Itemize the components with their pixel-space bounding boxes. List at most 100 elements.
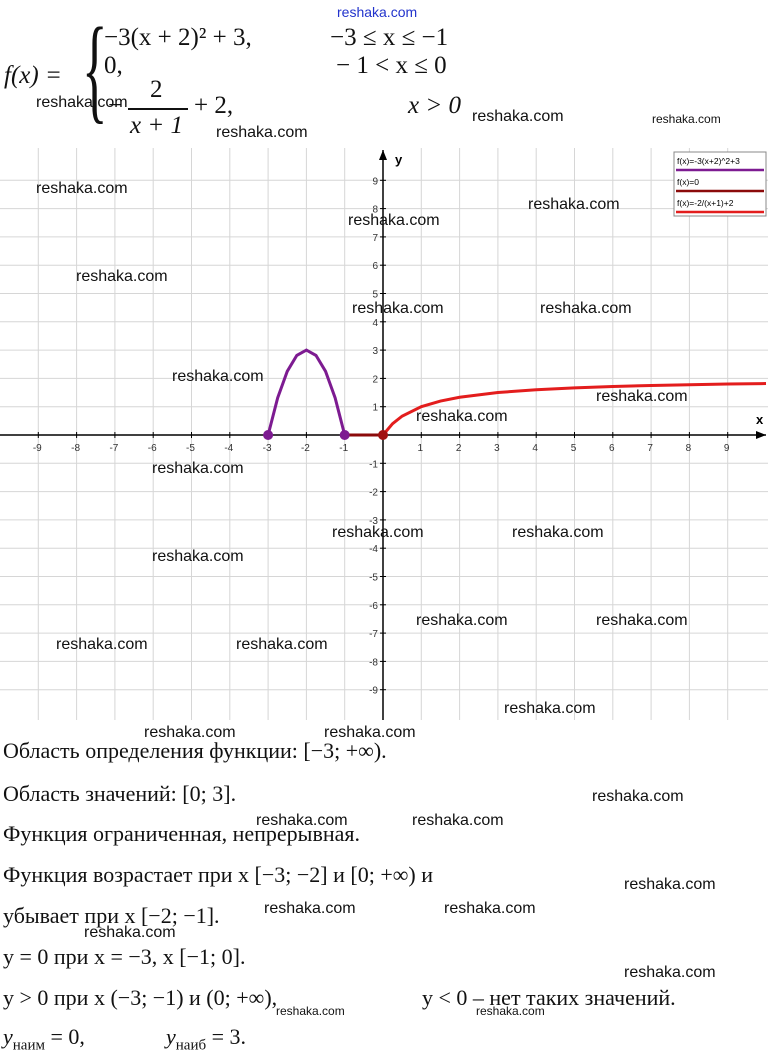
watermark: reshaka.com [36, 94, 128, 111]
y-tick-label: -2 [369, 488, 378, 499]
watermark: reshaka.com [352, 300, 444, 317]
case-cond: −3 ≤ x ≤ −1 [330, 24, 449, 51]
watermark: reshaka.com [504, 700, 596, 717]
watermark: reshaka.com [36, 180, 128, 197]
watermark: reshaka.com [76, 268, 168, 285]
var: y [3, 1024, 13, 1049]
case-expr: + 2, [194, 92, 234, 119]
watermark: reshaka.com [172, 368, 264, 385]
watermark: reshaka.com [540, 300, 632, 317]
rest: = 0, [50, 1024, 85, 1049]
text-line: Функция ограниченная, непрерывная. [3, 821, 361, 846]
watermark: reshaka.com [596, 388, 688, 405]
x-tick-label: -8 [71, 443, 80, 454]
fraction-numerator: 2 [150, 76, 163, 103]
watermark: reshaka.com [324, 724, 416, 741]
text-line: убывает при x [−2; −1]. [3, 903, 220, 928]
extremum: yнаиб = 3. [166, 1024, 246, 1054]
legend-label: f(x)=-3(x+2)^2+3 [677, 156, 740, 166]
x-tick-label: -6 [148, 443, 157, 454]
x-tick-label: -9 [33, 443, 42, 454]
watermark: reshaka.com [476, 1004, 545, 1018]
sub: наим [12, 1037, 45, 1054]
y-tick-label: 2 [372, 374, 378, 385]
y-tick-label: 4 [372, 318, 378, 329]
watermark: reshaka.com [444, 900, 536, 917]
watermark: reshaka.com [528, 196, 620, 213]
y-tick-label: 8 [372, 205, 378, 216]
watermark: reshaka.com [332, 524, 424, 541]
x-tick-label: 4 [532, 443, 538, 454]
y-tick-label: -8 [369, 657, 378, 668]
watermark: reshaka.com [348, 212, 440, 229]
legend-box [673, 151, 767, 217]
watermark: reshaka.com [56, 636, 148, 653]
text-line: Область значений: [0; 3]. [3, 781, 237, 806]
watermark: reshaka.com [276, 1004, 345, 1018]
formula-lhs: f(x) = [4, 62, 62, 89]
x-tick-label: -2 [301, 443, 310, 454]
watermark: reshaka.com [84, 924, 176, 941]
watermark: reshaka.com [337, 4, 418, 20]
x-tick-label: -5 [186, 443, 195, 454]
case-cond: − 1 < x ≤ 0 [336, 52, 447, 79]
watermark: reshaka.com [596, 612, 688, 629]
sub: наиб [175, 1037, 207, 1054]
watermark: reshaka.com [412, 812, 504, 829]
y-tick-label: 3 [372, 346, 378, 357]
y-tick-label: -6 [369, 601, 378, 612]
fraction-bar [128, 108, 188, 110]
x-tick-label: 7 [647, 443, 653, 454]
sign-positive: y > 0 при x (−3; −1) и (0; +∞), [3, 985, 278, 1010]
x-tick-label: -3 [263, 443, 272, 454]
text-line: Область определения функции: [−3; +∞). [3, 738, 387, 763]
watermark: reshaka.com [472, 108, 564, 125]
watermark: reshaka.com [152, 548, 244, 565]
x-tick-label: 6 [609, 443, 615, 454]
legend-label: f(x)=-2/(x+1)+2 [677, 198, 734, 208]
case-expr: −3(x + 2)² + 3, [104, 24, 252, 51]
y-tick-label: 9 [372, 176, 378, 187]
point [339, 430, 350, 440]
text-line: Функция возрастает при x [−3; −2] и [0; … [3, 862, 434, 887]
watermark: reshaka.com [236, 636, 328, 653]
watermark: reshaka.com [416, 408, 508, 425]
x-tick-label: 1 [418, 443, 424, 454]
var: y [166, 1024, 176, 1049]
watermark: reshaka.com [624, 876, 716, 893]
y-tick-label: -7 [369, 629, 378, 640]
x-tick-label: 9 [724, 443, 730, 454]
point [378, 430, 388, 440]
y-tick-label: 1 [372, 403, 378, 414]
watermark: reshaka.com [216, 124, 308, 141]
x-tick-label: -1 [339, 443, 348, 454]
chart: x y -9 -8 -7 -6 -5 -4 -3 -2 -1 1 2 3 4 5 6 7 8 9 -9 -8 -7 -6 -5 -… [0, 148, 768, 720]
y-arrow [379, 150, 387, 160]
watermark: reshaka.com [624, 964, 716, 981]
series-line [381, 382, 767, 436]
y-axis-label: y [395, 152, 403, 167]
y-tick-label: 6 [372, 261, 378, 272]
brace: { [82, 3, 108, 134]
y-tick-label: -1 [369, 459, 378, 470]
x-tick-label: -4 [224, 443, 233, 454]
series-line [266, 348, 347, 436]
x-axis-label: x [756, 412, 764, 427]
legend-label: f(x)=0 [677, 177, 699, 187]
watermark: reshaka.com [264, 900, 356, 917]
x-arrow [756, 431, 766, 439]
fraction-sign: − [108, 92, 123, 119]
point [263, 430, 274, 440]
y-tick-label: -4 [369, 544, 378, 555]
watermark: reshaka.com [144, 724, 236, 741]
case-expr: 0, [104, 52, 123, 79]
y-tick-label: -9 [369, 686, 378, 697]
watermark: reshaka.com [592, 788, 684, 805]
y-tick-label: 5 [372, 290, 378, 301]
x-tick-label: 2 [456, 443, 462, 454]
watermark: reshaka.com [652, 112, 721, 126]
fraction-denominator: x + 1 [130, 112, 183, 139]
x-tick-label: 8 [686, 443, 692, 454]
y-tick-label: -3 [369, 516, 378, 527]
